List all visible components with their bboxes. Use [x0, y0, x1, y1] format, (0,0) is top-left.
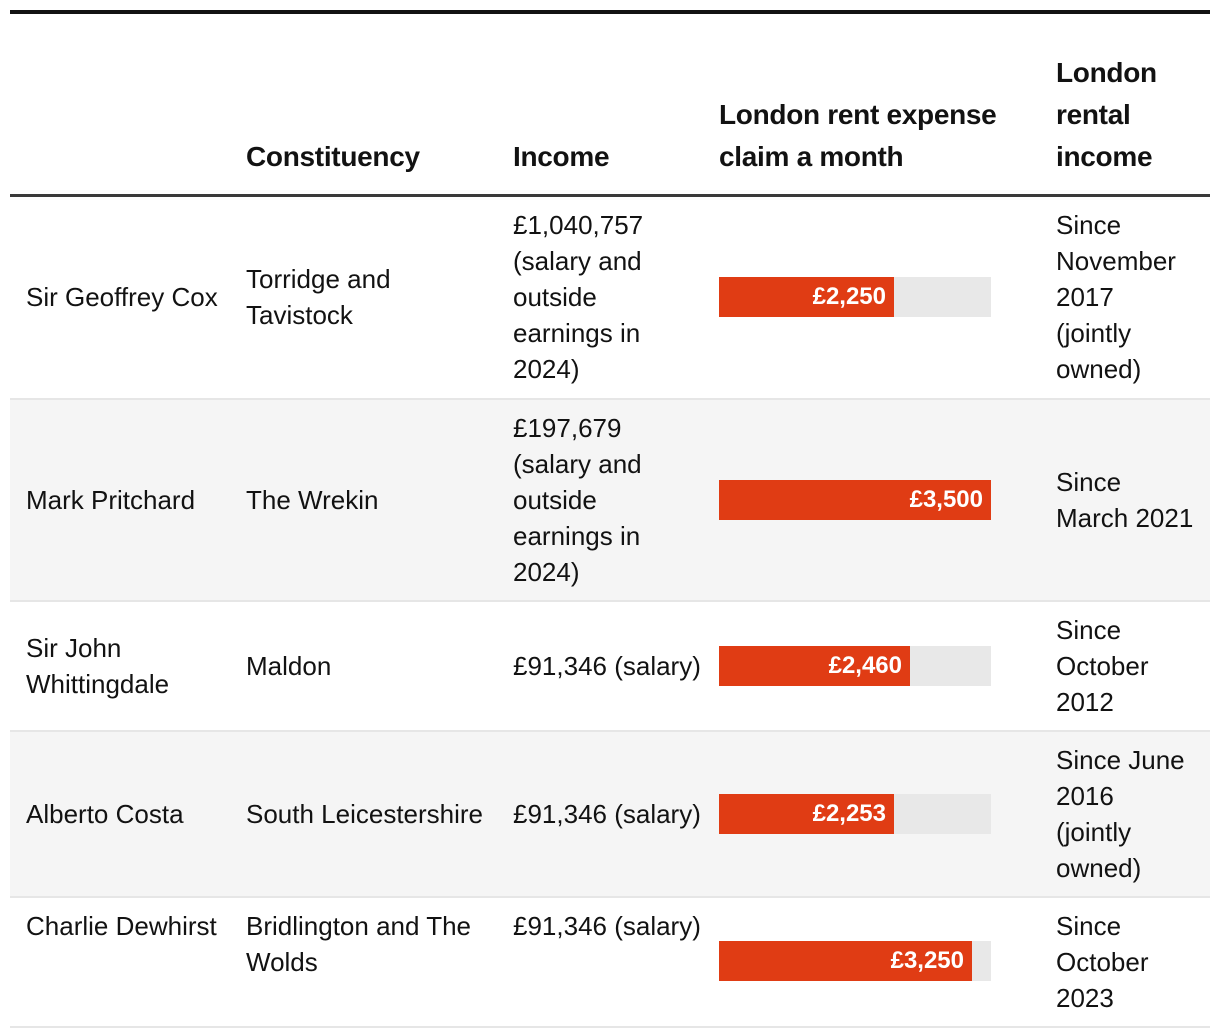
header-rent-claim: London rent expense claim a month — [719, 14, 1056, 197]
rental-income-cell: Since October 2023 — [1056, 896, 1210, 1028]
rent-claim-bar: £2,460 — [719, 645, 910, 686]
table-row: Sir John Whittingdale Maldon £91,346 (sa… — [10, 600, 1210, 732]
rental-income-cell: Since March 2021 — [1056, 398, 1210, 602]
table-row: Mark Pritchard The Wrekin £197,679 (sala… — [10, 398, 1210, 602]
income-cell: £197,679 (salary and outside earnings in… — [513, 398, 719, 602]
header-row: Constituency Income London rent expense … — [10, 14, 1210, 197]
rent-claim-value: £2,253 — [812, 799, 886, 827]
header-name — [10, 14, 246, 197]
constituency-cell: Torridge and Tavistock — [246, 195, 513, 400]
income-cell: £91,346 (salary) — [513, 600, 719, 732]
rent-claim-value: £2,460 — [828, 651, 902, 679]
table-row: Charlie Dewhirst Bridlington and The Wol… — [10, 896, 1210, 1028]
rent-claim-value: £2,250 — [812, 283, 886, 311]
mp-rent-table-container: Constituency Income London rent expense … — [10, 10, 1210, 1028]
mp-name: Mark Pritchard — [10, 398, 246, 602]
rent-claim-bar: £3,250 — [719, 940, 972, 981]
header-rental-income: London rental income — [1056, 14, 1210, 197]
rental-income-cell: Since October 2012 — [1056, 600, 1210, 732]
rent-claim-cell: £2,253 — [719, 730, 1056, 898]
rent-claim-cell: £2,250 — [719, 195, 1056, 400]
mp-name: Alberto Costa — [10, 730, 246, 898]
rent-claim-bar: £3,500 — [719, 479, 991, 520]
mp-name: Sir Geoffrey Cox — [10, 195, 246, 400]
rent-claim-bar: £2,253 — [719, 793, 894, 834]
header-constituency: Constituency — [246, 14, 513, 197]
mp-name: Charlie Dewhirst — [10, 896, 246, 1028]
rent-claim-bar-track: £3,250 — [719, 940, 991, 981]
rent-claim-cell: £2,460 — [719, 600, 1056, 732]
rental-income-cell: Since June 2016 (jointly owned) — [1056, 730, 1210, 898]
income-cell: £1,040,757 (salary and outside earnings … — [513, 195, 719, 400]
constituency-cell: The Wrekin — [246, 398, 513, 602]
table-row: Alberto Costa South Leicestershire £91,3… — [10, 730, 1210, 898]
mp-rent-table: Constituency Income London rent expense … — [10, 14, 1210, 1028]
rent-claim-bar: £2,250 — [719, 277, 894, 318]
income-cell: £91,346 (salary) — [513, 896, 719, 1028]
constituency-cell: South Leicestershire — [246, 730, 513, 898]
rental-income-cell: Since November 2017 (jointly owned) — [1056, 195, 1210, 400]
rent-claim-bar-track: £2,250 — [719, 277, 991, 318]
rent-claim-bar-track: £3,500 — [719, 479, 991, 520]
rent-claim-bar-track: £2,460 — [719, 645, 991, 686]
table-row: Sir Geoffrey Cox Torridge and Tavistock … — [10, 195, 1210, 400]
constituency-cell: Bridlington and The Wolds — [246, 896, 513, 1028]
mp-name: Sir John Whittingdale — [10, 600, 246, 732]
rent-claim-cell: £3,500 — [719, 398, 1056, 602]
header-income: Income — [513, 14, 719, 197]
income-cell: £91,346 (salary) — [513, 730, 719, 898]
rent-claim-value: £3,500 — [909, 485, 983, 513]
rent-claim-bar-track: £2,253 — [719, 793, 991, 834]
constituency-cell: Maldon — [246, 600, 513, 732]
rent-claim-cell: £3,250 — [719, 896, 1056, 1028]
rent-claim-value: £3,250 — [890, 946, 964, 974]
